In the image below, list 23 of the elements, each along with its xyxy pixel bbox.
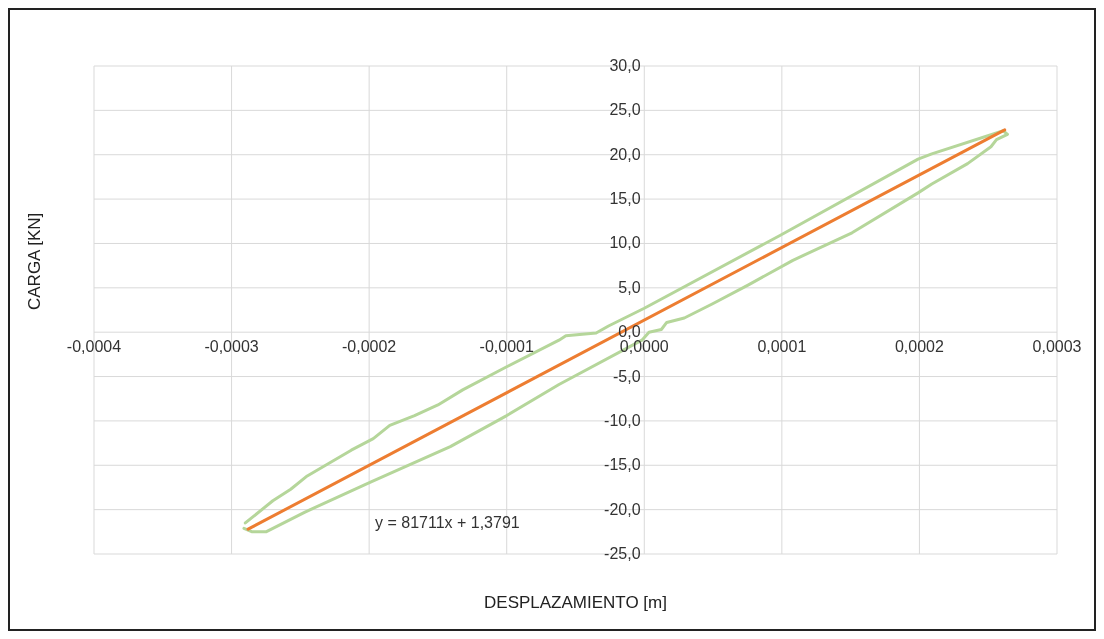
y-tick-label: 15,0 [609, 190, 641, 208]
y-tick-label: 5,0 [618, 278, 641, 296]
x-tick-label: 0,0000 [619, 338, 669, 356]
x-tick-label: 0,0002 [894, 338, 944, 356]
y-tick-label: 0,0 [618, 323, 641, 341]
x-axis-title: DESPLAZAMIENTO [m] [484, 593, 667, 613]
y-tick-label: -25,0 [604, 545, 641, 562]
x-tick-label: -0,0004 [66, 338, 122, 356]
y-tick-label: -5,0 [612, 367, 641, 385]
y-axis-title: CARGA [KN] [25, 212, 45, 310]
y-tick-label: 20,0 [609, 145, 641, 163]
x-tick-label: -0,0003 [204, 338, 259, 356]
y-tick-label: 10,0 [609, 234, 641, 252]
y-tick-label: -20,0 [604, 500, 641, 518]
x-tick-label: -0,0002 [342, 338, 397, 356]
x-tick-label: 0,0003 [1032, 338, 1082, 356]
x-tick-label: 0,0001 [757, 338, 807, 356]
annotation: y = 81711x + 1,3791 [375, 514, 520, 532]
x-tick-label: -0,0001 [479, 338, 534, 356]
y-tick-label: 25,0 [609, 101, 641, 119]
y-tick-label: -10,0 [604, 411, 641, 429]
y-tick-label: 30,0 [609, 57, 641, 74]
y-tick-label: -15,0 [604, 456, 641, 474]
